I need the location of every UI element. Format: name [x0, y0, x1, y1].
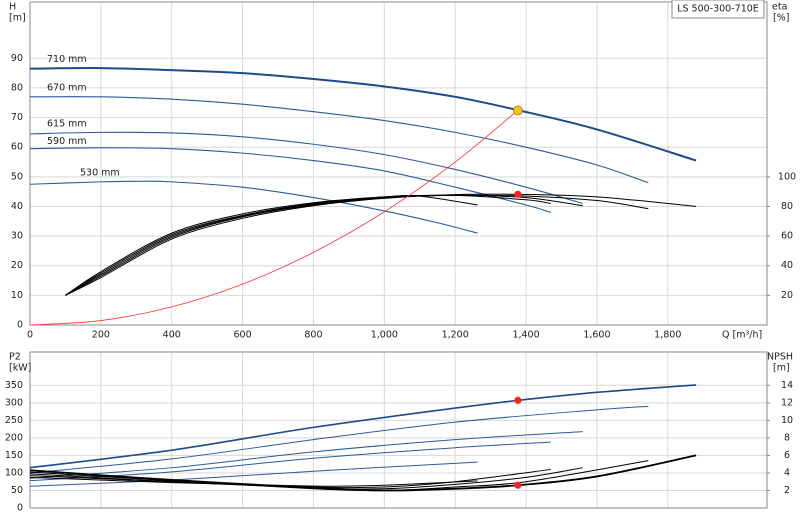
- curve: [29, 441, 551, 482]
- y-tick-label: 0: [17, 320, 23, 331]
- plot-frame: [29, 1, 768, 326]
- y-axis-label: H: [9, 2, 16, 13]
- x-tick-label: 1,800: [654, 330, 681, 341]
- y-tick-label: 100: [5, 467, 23, 478]
- x-axis-label: Q [m³/h]: [722, 330, 762, 341]
- y-axis-unit: [m]: [9, 13, 26, 24]
- y-tick-label: 10: [11, 290, 23, 301]
- operating-point: [514, 190, 522, 198]
- y2-axis-unit: [%]: [773, 13, 789, 24]
- operating-point: [513, 105, 523, 116]
- y-tick-label: 50: [11, 171, 23, 182]
- x-tick-label: 1,000: [371, 330, 398, 341]
- curve: [29, 461, 478, 487]
- y2-tick-label: 6: [784, 450, 790, 461]
- x-tick-label: 1,600: [583, 330, 610, 341]
- y-tick-label: 80: [11, 82, 23, 93]
- y-tick-label: 60: [11, 142, 23, 153]
- y-tick-label: 350: [5, 380, 23, 391]
- y2-tick-label: 8: [784, 432, 790, 443]
- curve-label: 590 mm: [47, 136, 87, 147]
- curve: [29, 67, 697, 162]
- curve: [65, 193, 697, 296]
- x-tick-label: 600: [234, 330, 252, 341]
- y2-tick-label: 14: [781, 380, 793, 391]
- y-tick-label: 150: [5, 450, 23, 461]
- curve-label: 670 mm: [47, 82, 87, 93]
- y-tick-label: 200: [5, 432, 23, 443]
- curve: [29, 147, 552, 213]
- y2-tick-label: 20: [781, 290, 793, 301]
- y2-tick-label: 80: [781, 201, 793, 212]
- x-tick-label: 1,400: [512, 330, 539, 341]
- curve-label: 615 mm: [47, 118, 87, 129]
- y-axis-unit: [kW]: [9, 363, 31, 374]
- curve: [65, 194, 551, 296]
- y2-tick-label: 10: [781, 415, 793, 426]
- y-tick-label: 90: [11, 53, 23, 64]
- y2-axis-label: eta: [772, 2, 787, 13]
- y-tick-label: 0: [17, 503, 23, 514]
- curve-layer: [29, 67, 697, 492]
- operating-point: [514, 396, 522, 404]
- plot-frame: [29, 351, 768, 509]
- y2-tick-label: 40: [781, 260, 793, 271]
- title-box: [671, 0, 765, 19]
- curve: [29, 131, 583, 205]
- y2-tick-label: 12: [781, 397, 793, 408]
- curve-label: 530 mm: [80, 168, 120, 179]
- x-tick-label: 800: [304, 330, 322, 341]
- curve: [65, 194, 478, 296]
- y-tick-label: 70: [11, 112, 23, 123]
- operating-point: [514, 481, 522, 489]
- curve: [29, 109, 519, 326]
- curve-label: 710 mm: [47, 54, 87, 65]
- y-axis-label: P2: [9, 352, 21, 363]
- x-tick-label: 0: [27, 330, 33, 341]
- curve: [29, 96, 649, 184]
- y2-tick-label: 4: [784, 467, 790, 478]
- y2-axis-unit: [m]: [773, 363, 790, 374]
- curve: [65, 194, 583, 296]
- curve: [29, 468, 551, 489]
- x-tick-label: 200: [92, 330, 110, 341]
- x-tick-label: 1,200: [442, 330, 469, 341]
- curve: [29, 460, 649, 492]
- y2-tick-label: 60: [781, 231, 793, 242]
- y-tick-label: 50: [11, 485, 23, 496]
- curve: [29, 384, 697, 469]
- curve: [29, 405, 649, 474]
- text-layer: 0 200 400 600 800 1,000 1,200 1,400 1,600 1,80001…: [5, 0, 796, 514]
- y-tick-label: 300: [5, 397, 23, 408]
- y2-axis-label: NPSH: [767, 352, 793, 363]
- y-tick-label: 250: [5, 415, 23, 426]
- y2-tick-label: 100: [778, 171, 796, 182]
- curve: [29, 180, 478, 234]
- chart-title: LS 500-300-710E: [677, 4, 759, 15]
- y-tick-label: 30: [11, 231, 23, 242]
- curve: [29, 476, 478, 487]
- grid-layer: [29, 1, 770, 509]
- y-tick-label: 20: [11, 260, 23, 271]
- y-tick-label: 40: [11, 201, 23, 212]
- x-tick-label: 400: [163, 330, 181, 341]
- y2-tick-label: 2: [784, 485, 790, 496]
- curve: [29, 431, 583, 479]
